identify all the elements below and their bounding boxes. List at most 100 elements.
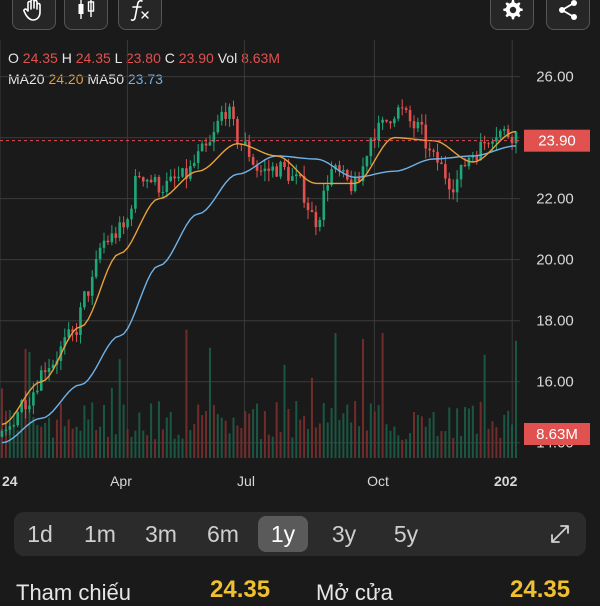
candle-body bbox=[28, 405, 31, 410]
period-selector: 1d 1m 3m 6m 1y 3y 5y bbox=[14, 512, 586, 556]
volume-bar bbox=[248, 413, 251, 458]
reference-label: Tham chiếu bbox=[16, 580, 131, 605]
period-1m[interactable]: 1m bbox=[84, 521, 116, 547]
candle-body bbox=[475, 155, 479, 161]
y-tick-label: 20.00 bbox=[536, 252, 574, 269]
last-price-label: 23.90 bbox=[538, 133, 576, 150]
volume-bar bbox=[381, 333, 384, 458]
volume-bar bbox=[428, 418, 431, 458]
chart-type-button[interactable] bbox=[64, 0, 108, 30]
period-1y[interactable]: 1y bbox=[258, 516, 308, 552]
candle-body bbox=[122, 222, 125, 228]
candle-body bbox=[145, 179, 149, 182]
candle-body bbox=[302, 176, 306, 203]
volume-bar bbox=[122, 404, 125, 458]
candle-body bbox=[361, 166, 365, 182]
period-6m[interactable]: 6m bbox=[207, 521, 239, 547]
candle-body bbox=[79, 307, 82, 335]
volume-tag-label: 8.63M bbox=[536, 426, 578, 443]
reference-value: 24.35 bbox=[210, 576, 271, 603]
volume-bar bbox=[358, 426, 361, 458]
period-3y[interactable]: 3y bbox=[331, 521, 357, 547]
period-1d[interactable]: 1d bbox=[27, 521, 53, 547]
candle-body bbox=[400, 107, 404, 109]
share-icon bbox=[559, 0, 577, 20]
candle-body bbox=[51, 364, 55, 369]
volume-bar bbox=[16, 430, 19, 458]
candle-body bbox=[377, 122, 380, 141]
candle-body bbox=[314, 212, 318, 228]
volume-bar bbox=[91, 402, 94, 458]
candle-body bbox=[389, 121, 392, 124]
candle-body bbox=[236, 118, 239, 145]
candle-body bbox=[463, 165, 467, 167]
expand-button[interactable] bbox=[548, 522, 572, 551]
draw-tool-button[interactable] bbox=[12, 0, 56, 30]
volume-bar bbox=[393, 426, 396, 458]
price-chart[interactable]: 26.0024.0022.0020.0018.0016.0014.0023.90… bbox=[0, 40, 600, 500]
close-value: 23.90 bbox=[178, 50, 214, 66]
candle-body bbox=[349, 179, 353, 192]
volume-bar bbox=[444, 431, 447, 458]
candle-body bbox=[499, 130, 502, 138]
volume-tag bbox=[524, 423, 590, 445]
volume-bar bbox=[75, 426, 78, 458]
share-button[interactable] bbox=[546, 0, 590, 30]
candle-body bbox=[259, 170, 263, 172]
candle-body bbox=[263, 168, 267, 172]
settings-icon bbox=[503, 0, 523, 20]
volume-value: 8.63M bbox=[241, 50, 281, 66]
volume-bar bbox=[48, 417, 51, 458]
volume-bar bbox=[503, 414, 506, 458]
candle-body bbox=[243, 141, 247, 145]
volume-bar bbox=[303, 415, 306, 458]
volume-bar bbox=[346, 404, 349, 458]
candle-body bbox=[369, 138, 373, 157]
candle-body bbox=[487, 143, 490, 145]
volume-bar bbox=[205, 410, 208, 458]
candle-body bbox=[255, 164, 259, 171]
volume-bar bbox=[146, 435, 149, 458]
volume-bar bbox=[307, 429, 310, 458]
candle-body bbox=[16, 412, 19, 426]
volume-bar bbox=[291, 437, 294, 458]
period-3m[interactable]: 3m bbox=[145, 521, 177, 547]
volume-bar bbox=[95, 429, 98, 458]
candle-body bbox=[451, 189, 455, 193]
candle-body bbox=[161, 191, 165, 193]
candle-body bbox=[216, 120, 220, 133]
volume-bar bbox=[401, 439, 404, 458]
settings-button[interactable] bbox=[490, 0, 534, 30]
volume-bar bbox=[310, 377, 313, 458]
candle-body bbox=[12, 425, 16, 427]
volume-bar bbox=[110, 388, 113, 458]
candle-body bbox=[510, 137, 514, 144]
volume-bar bbox=[420, 416, 423, 458]
volume-bar bbox=[197, 404, 200, 458]
volume-bar bbox=[334, 333, 337, 458]
high-label: H bbox=[61, 50, 72, 66]
x-tick-label: Apr bbox=[110, 473, 132, 489]
candle-body bbox=[232, 106, 235, 119]
volume-bar bbox=[240, 428, 243, 458]
period-5y[interactable]: 5y bbox=[393, 521, 419, 547]
volume-bar bbox=[220, 417, 223, 458]
volume-bar bbox=[87, 419, 90, 458]
volume-bar bbox=[275, 402, 278, 458]
volume-bar bbox=[350, 422, 353, 458]
candle-body bbox=[204, 143, 208, 146]
candle-body bbox=[212, 132, 216, 143]
volume-bar bbox=[165, 417, 168, 458]
candle-body bbox=[506, 128, 510, 138]
candle-body bbox=[459, 165, 463, 180]
volume-bar bbox=[169, 411, 172, 458]
candle-body bbox=[396, 107, 400, 119]
volume-bar bbox=[161, 429, 164, 458]
volume-bar bbox=[463, 407, 466, 458]
indicator-button[interactable] bbox=[118, 0, 162, 30]
expand-icon bbox=[551, 525, 569, 543]
x-tick-label: Oct bbox=[367, 473, 389, 489]
candle-body bbox=[420, 122, 424, 125]
ma20-line bbox=[1, 130, 517, 426]
volume-bar bbox=[456, 408, 459, 458]
